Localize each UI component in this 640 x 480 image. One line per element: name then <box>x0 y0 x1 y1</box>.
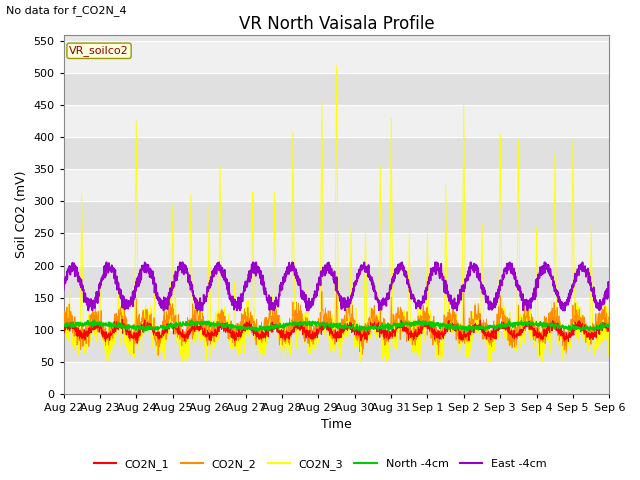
Bar <box>64 41 609 73</box>
Bar <box>64 201 609 233</box>
Y-axis label: Soil CO2 (mV): Soil CO2 (mV) <box>15 170 28 258</box>
Title: VR North Vaisala Profile: VR North Vaisala Profile <box>239 15 435 33</box>
Bar <box>64 298 609 330</box>
Bar <box>64 105 609 137</box>
Text: No data for f_CO2N_4: No data for f_CO2N_4 <box>6 5 127 16</box>
Bar <box>64 265 609 298</box>
Text: VR_soilco2: VR_soilco2 <box>69 45 129 56</box>
Bar <box>64 137 609 169</box>
Legend: CO2N_1, CO2N_2, CO2N_3, North -4cm, East -4cm: CO2N_1, CO2N_2, CO2N_3, North -4cm, East… <box>90 455 550 474</box>
Bar <box>64 233 609 265</box>
Bar <box>64 73 609 105</box>
Bar <box>64 362 609 394</box>
X-axis label: Time: Time <box>321 419 352 432</box>
Bar <box>64 169 609 201</box>
Bar <box>64 330 609 362</box>
